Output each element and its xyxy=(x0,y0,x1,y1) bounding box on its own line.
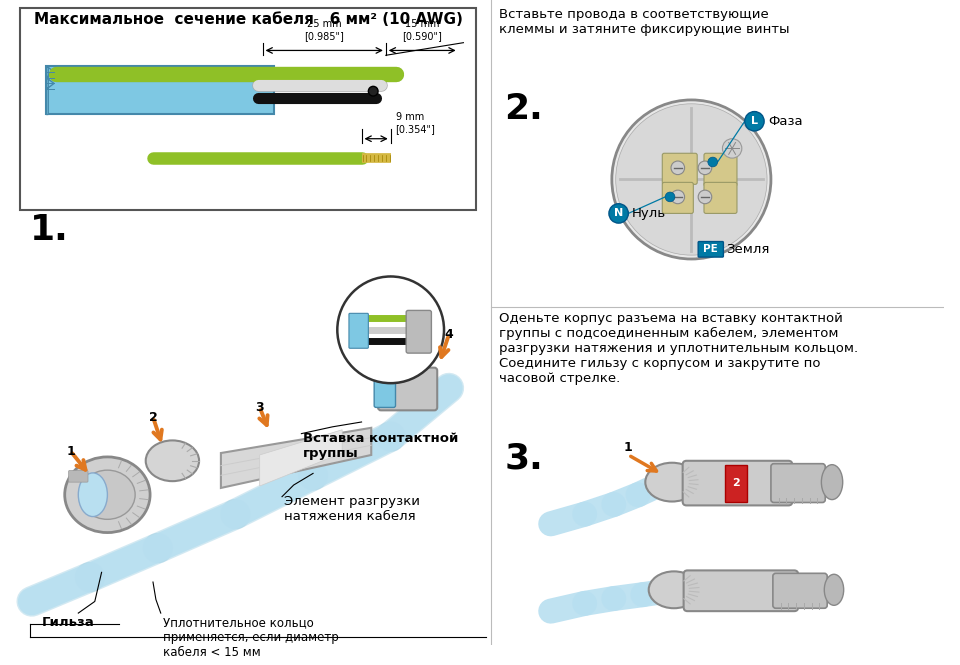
Text: Земля: Земля xyxy=(727,243,770,256)
FancyBboxPatch shape xyxy=(406,311,431,353)
FancyBboxPatch shape xyxy=(684,571,798,611)
Circle shape xyxy=(698,190,711,203)
Polygon shape xyxy=(260,430,342,486)
Text: 25 mm
[0.985"]: 25 mm [0.985"] xyxy=(304,19,344,41)
Text: 3: 3 xyxy=(255,401,264,414)
Ellipse shape xyxy=(649,571,699,608)
Text: Нуль: Нуль xyxy=(633,207,666,220)
Circle shape xyxy=(723,139,742,158)
FancyBboxPatch shape xyxy=(378,368,437,410)
Text: 2: 2 xyxy=(149,410,157,424)
FancyBboxPatch shape xyxy=(771,464,826,503)
Text: 15 mm
[0.590"]: 15 mm [0.590"] xyxy=(402,19,443,41)
FancyBboxPatch shape xyxy=(726,465,747,501)
Circle shape xyxy=(671,190,684,203)
Text: Элемент разгрузки
натяжения кабеля: Элемент разгрузки натяжения кабеля xyxy=(284,495,420,523)
FancyBboxPatch shape xyxy=(704,182,737,213)
Text: Оденьте корпус разъема на вставку контактной
группы с подсоединенным кабелем, эл: Оденьте корпус разъема на вставку контак… xyxy=(499,313,858,386)
Text: Гильза: Гильза xyxy=(41,616,94,629)
Polygon shape xyxy=(221,428,372,488)
Circle shape xyxy=(612,100,771,259)
Circle shape xyxy=(369,86,378,96)
FancyBboxPatch shape xyxy=(68,470,88,482)
FancyBboxPatch shape xyxy=(773,573,828,608)
Text: 2: 2 xyxy=(732,478,740,488)
Text: 9 mm
[0.354"]: 9 mm [0.354"] xyxy=(396,112,436,134)
Circle shape xyxy=(745,112,764,131)
Ellipse shape xyxy=(146,440,199,481)
Ellipse shape xyxy=(64,457,150,533)
Text: Фаза: Фаза xyxy=(768,115,803,128)
Text: 4: 4 xyxy=(444,328,453,341)
Circle shape xyxy=(609,203,629,223)
Text: Уплотнительное кольцо
применяется, если диаметр
кабеля < 15 мм: Уплотнительное кольцо применяется, если … xyxy=(162,616,339,659)
Circle shape xyxy=(708,157,717,167)
Ellipse shape xyxy=(825,575,844,605)
FancyBboxPatch shape xyxy=(698,241,724,257)
Ellipse shape xyxy=(80,470,135,519)
Circle shape xyxy=(337,277,444,383)
FancyBboxPatch shape xyxy=(348,313,369,348)
Circle shape xyxy=(671,161,684,175)
Text: 1: 1 xyxy=(623,441,633,454)
FancyBboxPatch shape xyxy=(683,461,792,505)
Bar xyxy=(20,8,476,209)
Ellipse shape xyxy=(79,473,108,517)
FancyBboxPatch shape xyxy=(662,153,697,184)
Ellipse shape xyxy=(822,465,843,499)
FancyBboxPatch shape xyxy=(662,182,693,213)
Text: 1: 1 xyxy=(66,445,75,458)
Text: L: L xyxy=(751,116,758,126)
FancyBboxPatch shape xyxy=(46,66,275,114)
Polygon shape xyxy=(46,66,54,114)
Text: 1.: 1. xyxy=(30,213,68,247)
Text: Максимальное  сечение кабеля   6 мм² (10 AWG): Максимальное сечение кабеля 6 мм² (10 AW… xyxy=(34,12,463,27)
Text: Вставьте провода в соответствующие
клеммы и затяните фиксирующие винты: Вставьте провода в соответствующие клемм… xyxy=(499,8,790,36)
Circle shape xyxy=(698,161,711,175)
Circle shape xyxy=(665,192,675,201)
Text: N: N xyxy=(614,208,623,218)
Text: 3.: 3. xyxy=(504,442,543,475)
Text: PE: PE xyxy=(704,244,718,254)
Ellipse shape xyxy=(645,463,699,501)
Text: 2.: 2. xyxy=(504,92,543,126)
FancyBboxPatch shape xyxy=(704,153,737,186)
Text: Вставка контактной
группы: Вставка контактной группы xyxy=(303,432,459,460)
FancyBboxPatch shape xyxy=(374,370,396,408)
Circle shape xyxy=(615,104,767,255)
